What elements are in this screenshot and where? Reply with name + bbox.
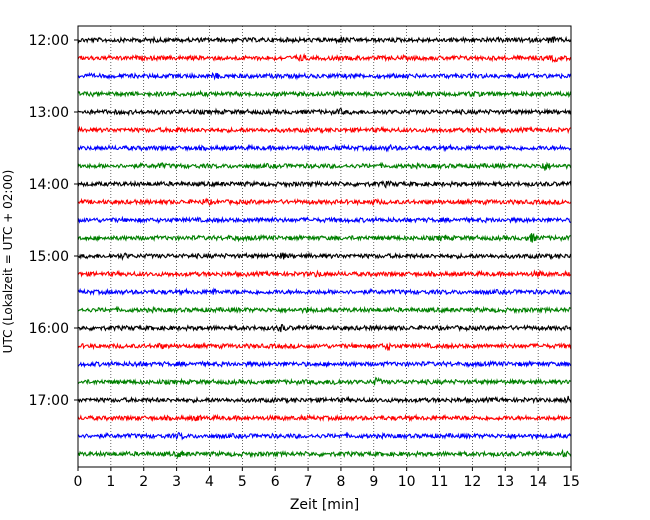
trace-line — [77, 179, 572, 189]
x-tick-label: 11 — [431, 474, 449, 490]
trace-line — [77, 52, 572, 63]
x-tick-label: 0 — [74, 474, 83, 490]
trace-line — [77, 35, 572, 45]
x-tick-label: 7 — [304, 474, 313, 490]
trace-line — [77, 143, 572, 153]
plot-frame — [77, 25, 572, 468]
x-axis-label: Zeit [min] — [290, 497, 359, 513]
x-tick-label: 10 — [398, 474, 416, 490]
trace-line — [77, 448, 572, 460]
trace-line — [77, 232, 572, 243]
trace-line — [77, 413, 572, 423]
x-tick-label: 8 — [336, 474, 345, 490]
x-tick-label: 2 — [139, 474, 148, 490]
trace-line — [77, 215, 572, 225]
trace-line — [77, 161, 572, 171]
trace-line — [77, 89, 572, 99]
trace-line — [77, 269, 572, 279]
trace-line — [77, 287, 572, 297]
trace-line — [77, 359, 572, 369]
y-tick-label: 17:00 — [29, 393, 69, 409]
x-tick-label: 15 — [562, 474, 580, 490]
y-axis-label: UTC (Lokalzeit = UTC + 02:00) — [1, 170, 15, 354]
x-tick-label: 5 — [238, 474, 247, 490]
x-tick-label: 12 — [463, 474, 481, 490]
trace-line — [77, 376, 572, 387]
x-tick-label: 9 — [369, 474, 378, 490]
x-tick-label: 13 — [496, 474, 514, 490]
trace-line — [77, 251, 572, 262]
trace-line — [77, 323, 572, 333]
trace-line — [77, 305, 572, 315]
y-tick-label: 14:00 — [29, 177, 69, 193]
x-tick-label: 14 — [529, 474, 547, 490]
trace-line — [77, 197, 572, 207]
trace-line — [77, 431, 572, 441]
x-tick-label: 3 — [172, 474, 181, 490]
x-tick-label: 6 — [271, 474, 280, 490]
x-tick-label: 4 — [205, 474, 214, 490]
trace-line — [77, 107, 572, 117]
y-tick-label: 16:00 — [29, 321, 69, 337]
y-axis-ticks: 12:00 13:00 14:00 15:00 16:00 17:00 — [29, 33, 78, 409]
x-axis-ticks: 0 1 2 3 4 5 6 7 8 9 10 11 12 13 14 15 — [74, 467, 580, 490]
trace-line — [77, 395, 572, 405]
y-tick-label: 12:00 — [29, 33, 69, 49]
y-tick-label: 13:00 — [29, 105, 69, 121]
trace-line — [77, 125, 572, 135]
seismic-traces — [77, 35, 572, 460]
x-tick-label: 1 — [106, 474, 115, 490]
y-tick-label: 15:00 — [29, 249, 69, 265]
trace-line — [77, 341, 572, 352]
trace-line — [77, 71, 572, 81]
